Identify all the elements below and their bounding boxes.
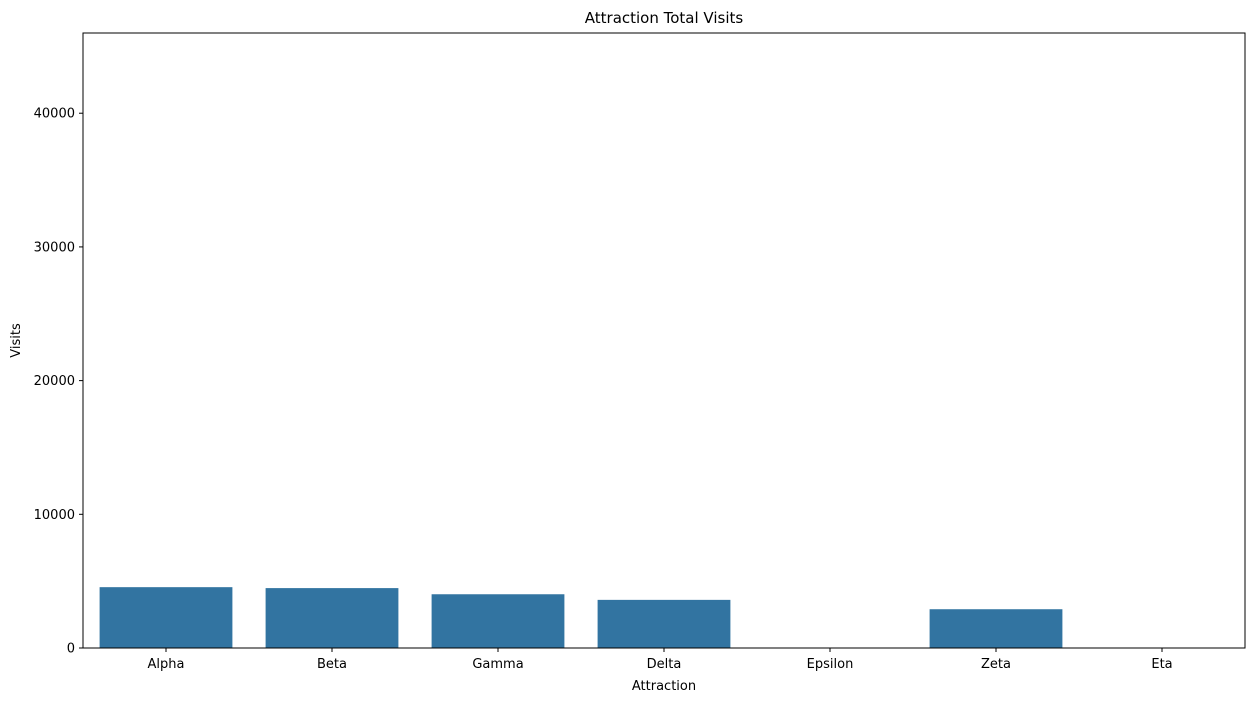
x-tick-label: Eta: [1151, 657, 1172, 672]
bar-alpha: [99, 587, 233, 648]
x-tick-label: Alpha: [148, 657, 185, 672]
plot-frame: [82, 32, 1246, 649]
x-axis-title: Attraction: [632, 679, 696, 694]
bar-gamma: [431, 594, 565, 648]
y-tick-label: 10000: [34, 508, 75, 523]
x-tick-label: Epsilon: [807, 657, 854, 672]
x-tick-label: Gamma: [472, 657, 523, 672]
chart-title: Attraction Total Visits: [585, 9, 744, 27]
y-tick-label: 30000: [34, 240, 75, 255]
y-tick-label: 20000: [34, 374, 75, 389]
y-tick-label: 0: [67, 642, 75, 657]
x-axis: Alpha Beta Gamma Delta Epsilon Zeta Eta: [148, 648, 1173, 672]
y-axis: 0 10000 20000 30000 40000: [34, 107, 83, 657]
y-tick-label: 40000: [34, 107, 75, 122]
bars-group: [99, 587, 1063, 648]
bar-delta: [597, 599, 731, 648]
x-tick-label: Delta: [647, 657, 682, 672]
bar-zeta: [929, 609, 1063, 648]
x-tick-label: Zeta: [981, 657, 1011, 672]
x-tick-label: Beta: [317, 657, 347, 672]
bar-beta: [265, 588, 399, 648]
y-axis-title: Visits: [9, 323, 24, 358]
